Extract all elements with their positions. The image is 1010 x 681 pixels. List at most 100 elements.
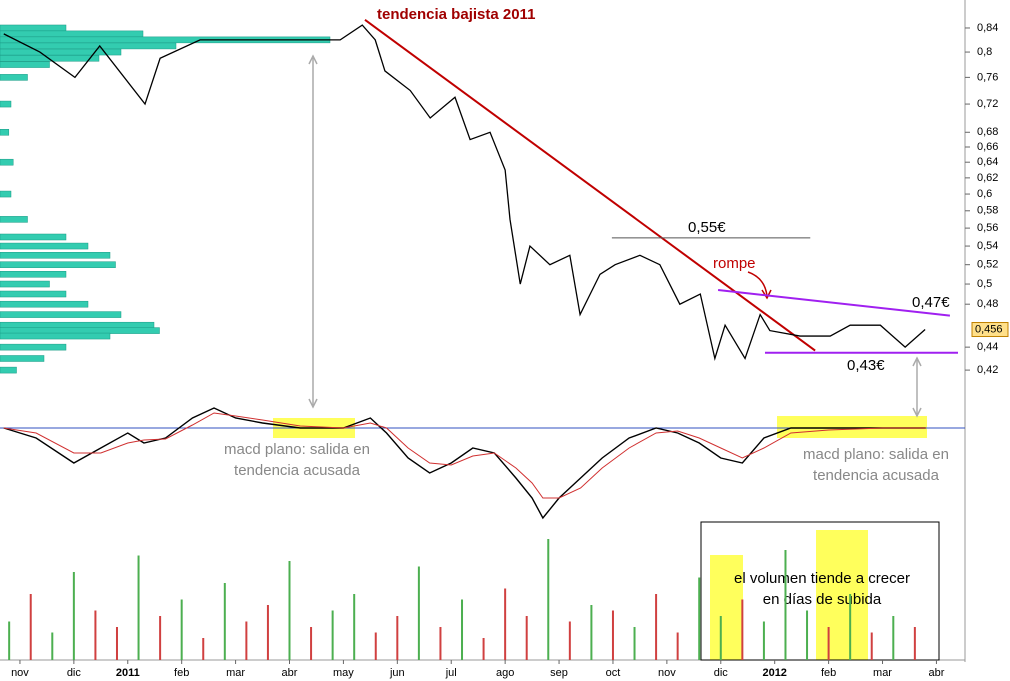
volume-bar xyxy=(159,616,162,660)
volume-bar xyxy=(374,632,377,660)
y-tick-label: 0,42 xyxy=(977,364,998,376)
profile-bar xyxy=(0,190,12,198)
y-tick-label: 0,52 xyxy=(977,259,998,271)
x-tick-label: feb xyxy=(174,667,189,679)
profile-bar xyxy=(0,321,155,329)
y-tick-label: 0,84 xyxy=(977,22,998,34)
volume-bar xyxy=(266,605,269,660)
profile-bar xyxy=(0,74,28,81)
y-tick-label: 0,76 xyxy=(977,71,998,83)
profile-bar xyxy=(0,24,67,32)
x-tick-label: oct xyxy=(606,667,621,679)
volume-bar xyxy=(72,572,75,660)
volume-bar xyxy=(482,638,485,660)
annotation: macd plano: salida en xyxy=(803,446,949,463)
volume-bar xyxy=(396,616,399,660)
annotation: 0,47€ xyxy=(912,294,950,311)
profile-bar xyxy=(0,332,111,340)
volume-bar xyxy=(611,610,614,660)
macd-line xyxy=(3,407,926,520)
profile-bar xyxy=(0,158,14,166)
annotation: tendencia acusada xyxy=(813,467,940,484)
volume-bar xyxy=(655,594,658,660)
last-price-label: 0,456 xyxy=(975,323,1003,335)
volume-bar xyxy=(913,627,916,660)
volume-bar xyxy=(633,627,636,660)
profile-bar xyxy=(0,311,122,318)
volume-bar xyxy=(29,594,32,660)
x-tick-label: feb xyxy=(821,667,836,679)
profile-bar xyxy=(0,343,67,351)
highlight xyxy=(777,416,927,438)
y-tick-label: 0,5 xyxy=(977,278,992,290)
volume-bar xyxy=(827,627,830,660)
profile-bar xyxy=(0,290,67,298)
profile-bar xyxy=(0,300,89,308)
trend-line xyxy=(717,289,951,317)
x-tick-label: jul xyxy=(445,667,457,679)
y-tick-label: 0,8 xyxy=(977,46,992,58)
y-tick-label: 0,58 xyxy=(977,205,998,217)
volume-bar xyxy=(180,599,183,660)
arrow-head xyxy=(761,289,772,300)
volume-bar xyxy=(698,577,701,660)
volume-bar xyxy=(849,594,852,660)
profile-bar xyxy=(0,280,50,288)
x-tick-label: abr xyxy=(282,667,298,679)
annotation: rompe xyxy=(713,255,756,272)
arrow-head xyxy=(912,356,922,418)
volume-bar xyxy=(331,610,334,660)
volume-bar xyxy=(547,539,550,660)
annotation: tendencia bajista 2011 xyxy=(377,6,535,23)
macd-line xyxy=(3,412,926,499)
x-tick-label: mar xyxy=(226,667,245,679)
volume-bar xyxy=(504,588,507,660)
volume-bar xyxy=(94,610,97,660)
volume-bar xyxy=(590,605,593,660)
annotation: el volumen tiende a crecer xyxy=(734,570,910,587)
volume-bar xyxy=(719,616,722,660)
y-tick-label: 0,54 xyxy=(977,240,998,252)
volume-bar xyxy=(245,621,248,660)
profile-bar xyxy=(0,100,12,108)
volume-bar xyxy=(676,632,679,660)
note-box xyxy=(700,521,940,661)
annotation: 0,55€ xyxy=(688,219,726,236)
volume-bar xyxy=(202,638,205,660)
x-tick-label: dic xyxy=(714,667,729,679)
volume-bar xyxy=(115,627,118,660)
price-line xyxy=(3,24,926,362)
volume-bar xyxy=(525,616,528,660)
profile-bar xyxy=(0,271,67,278)
volume-bar xyxy=(806,610,809,660)
y-tick-label: 0,68 xyxy=(977,126,998,138)
highlights xyxy=(273,416,927,660)
y-tick-label: 0,56 xyxy=(977,222,998,234)
y-tick-label: 0,44 xyxy=(977,341,998,353)
volume-bar xyxy=(8,621,11,660)
profile-bar xyxy=(0,129,10,136)
x-tick-label: nov xyxy=(658,667,676,679)
profile-bar xyxy=(0,252,111,259)
profile-bar xyxy=(0,366,17,374)
volume-bar xyxy=(741,599,744,660)
x-tick-label: abr xyxy=(928,667,944,679)
trend-line xyxy=(364,19,816,352)
y-tick-label: 0,66 xyxy=(977,141,998,153)
volume-bar xyxy=(288,561,291,660)
last-price-box xyxy=(971,322,1009,338)
x-tick-label: mar xyxy=(873,667,892,679)
highlight xyxy=(816,530,868,660)
profile-bar xyxy=(0,355,45,362)
volume-bar xyxy=(892,616,895,660)
profile-bar xyxy=(0,327,160,334)
y-tick-label: 0,62 xyxy=(977,172,998,184)
x-tick-label: jun xyxy=(389,667,405,679)
volume-bar xyxy=(762,621,765,660)
annotation: tendencia acusada xyxy=(234,462,361,479)
y-tick-label: 0,72 xyxy=(977,98,998,110)
volume-bar xyxy=(310,627,313,660)
x-tick-label: ago xyxy=(496,667,514,679)
